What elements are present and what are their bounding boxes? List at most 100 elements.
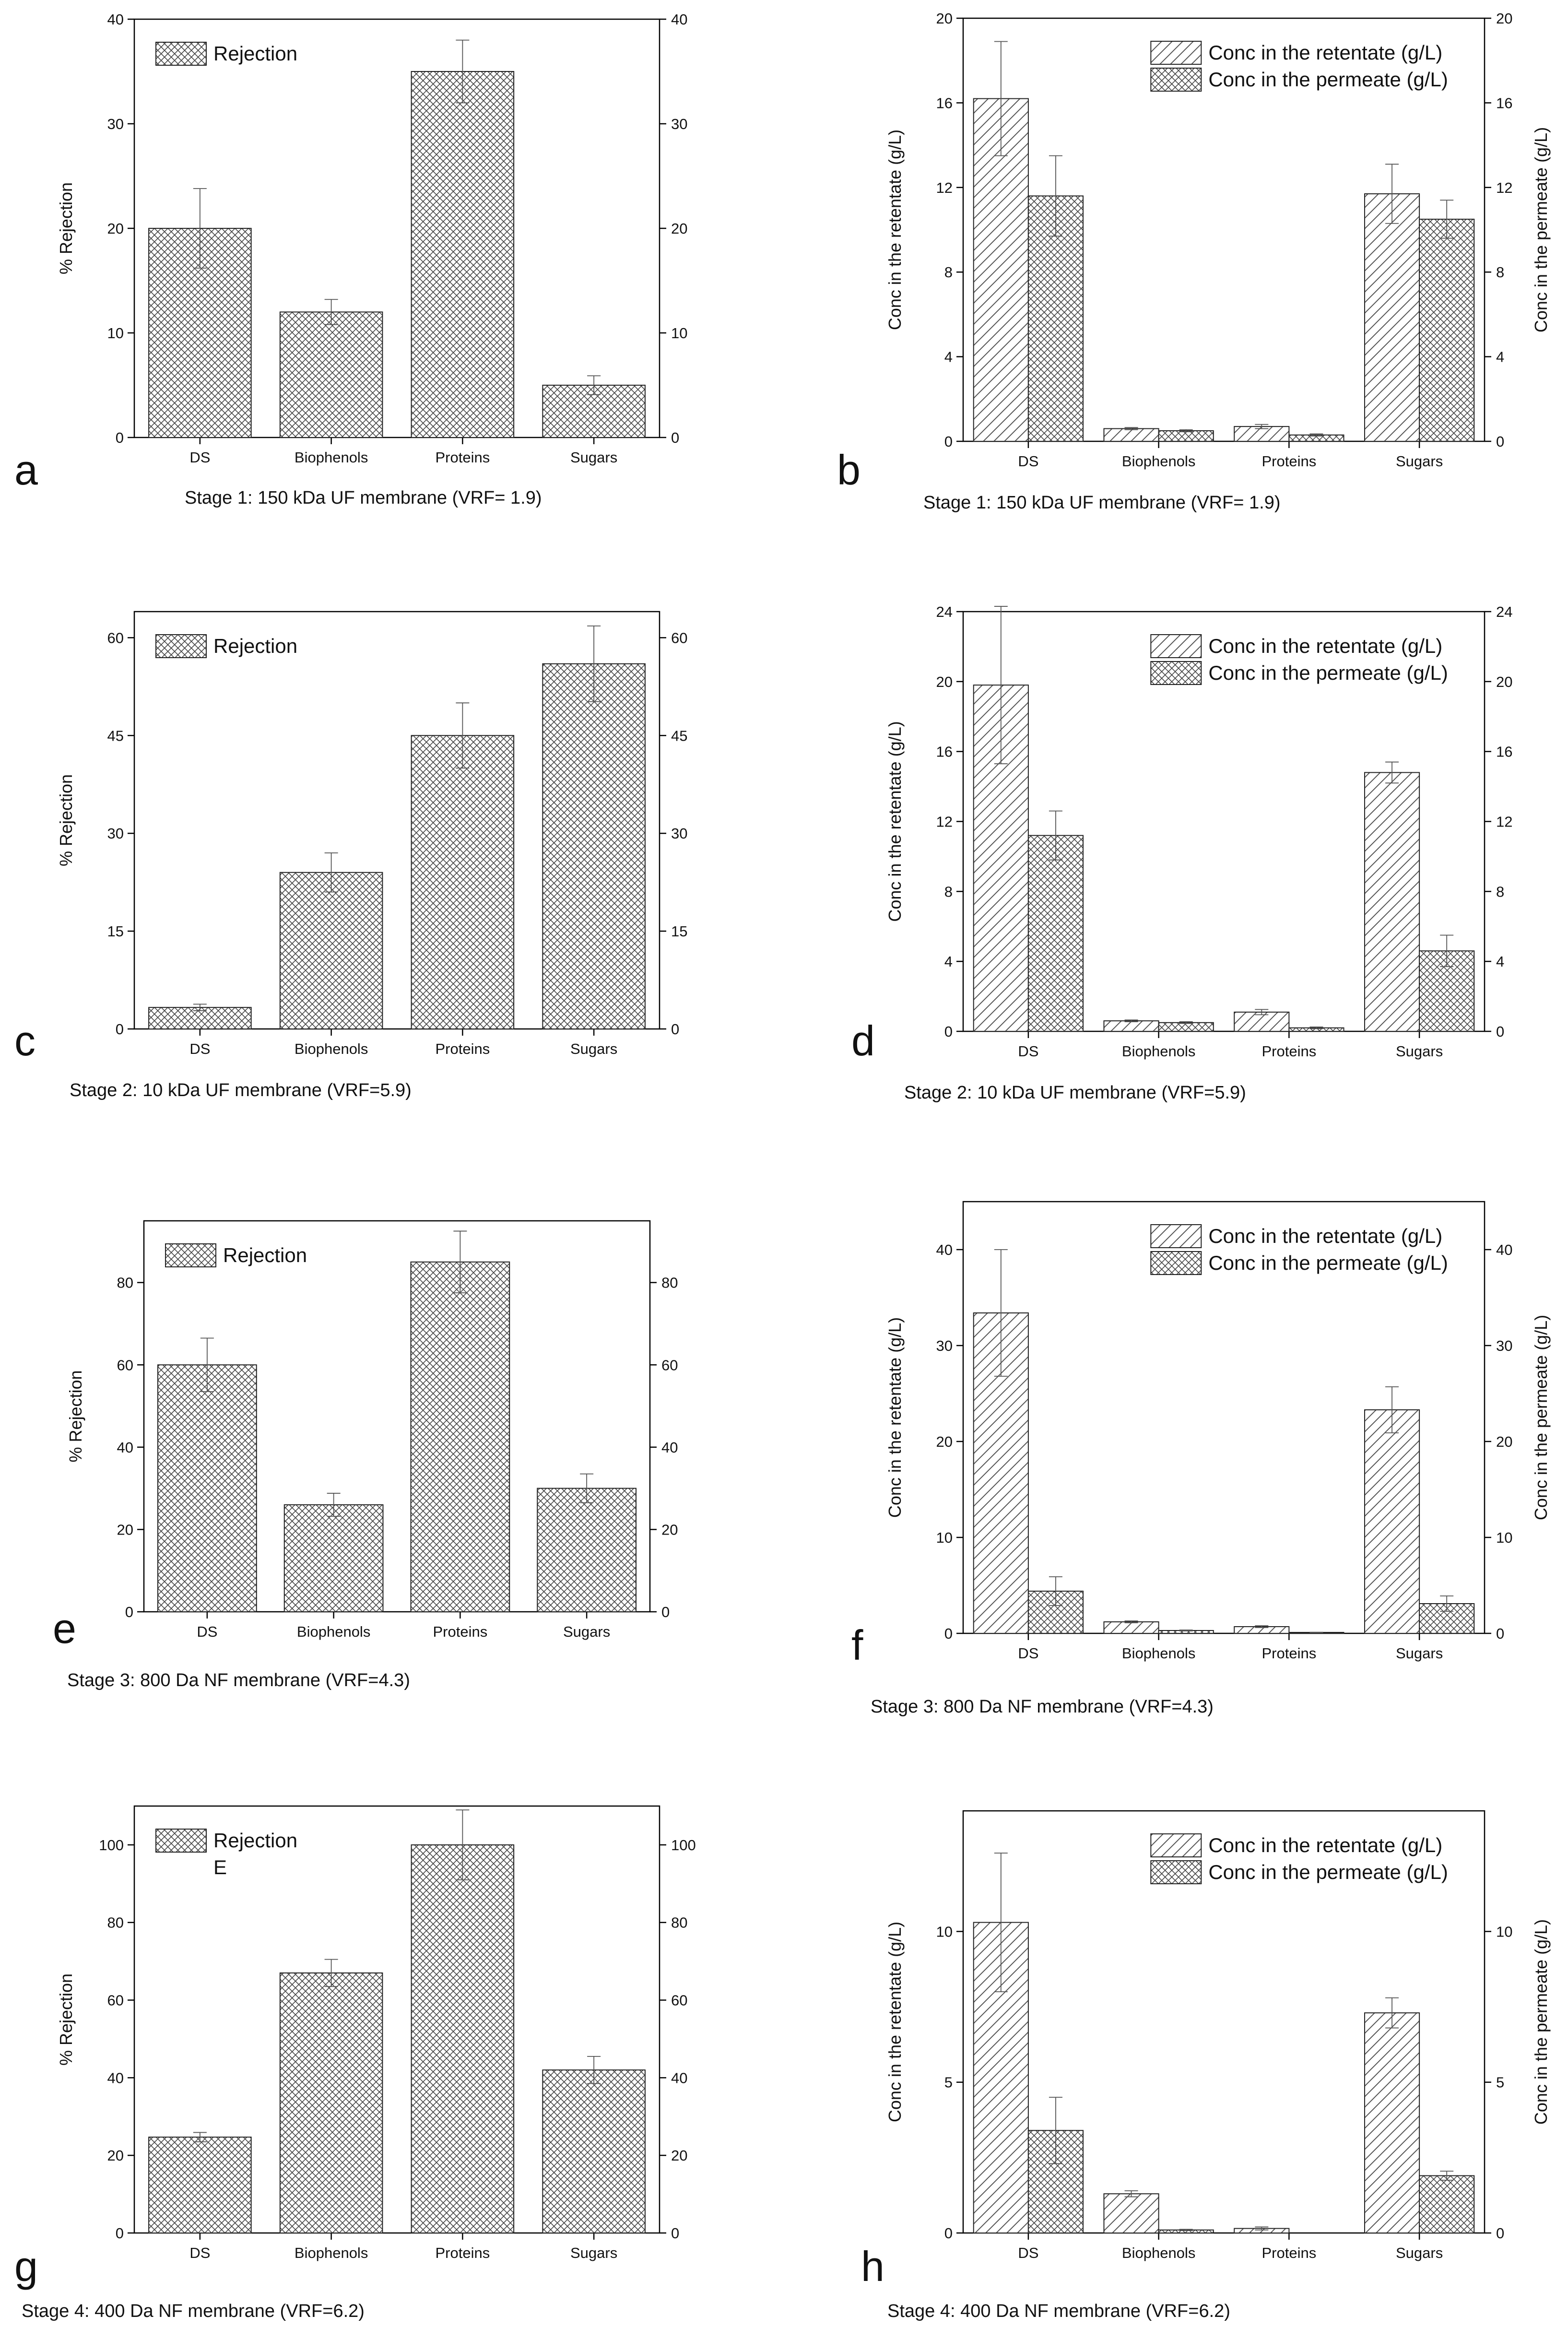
y-axis-label-right: Conc in the permeate (g/L) [1531, 1315, 1551, 1520]
y-axis-label: % Rejection [56, 1973, 76, 2066]
y-tick-label-left: 5 [944, 2074, 953, 2091]
y-tick-label-left: 0 [944, 433, 953, 450]
plot-frame [962, 1810, 1485, 2234]
chart-panel-g: 0 0 20 20 40 40 60 60 80 80 100 100 DS Biophenols Prot… [14, 1805, 696, 2321]
y-tick-label-right: 40 [1496, 1241, 1512, 1258]
y-tick-label-left: 80 [117, 1275, 133, 1291]
legend-label: Rejection [213, 42, 297, 65]
y-tick-label-left: 15 [107, 923, 124, 940]
panel-caption: Stage 4: 400 Da NF membrane (VRF=6.2) [22, 2301, 365, 2321]
chart-panel-e: 0 0 20 20 40 40 60 60 80 80 DS Biophenols Proteins Su… [53, 1220, 678, 1690]
y-tick-label-right: 16 [1496, 94, 1512, 111]
x-tick-label: Proteins [1262, 1043, 1317, 1060]
y-tick-label-right: 60 [671, 629, 687, 646]
y-tick-label-right: 20 [1496, 673, 1512, 690]
y-tick-label-right: 20 [671, 220, 687, 237]
y-tick-label-right: 20 [671, 2147, 687, 2164]
x-tick-label: Sugars [570, 1040, 617, 1057]
x-tick-label: DS [1018, 453, 1038, 470]
x-tick-label: Sugars [563, 1623, 610, 1640]
y-tick-label-right: 0 [661, 1604, 670, 1620]
y-tick-label-left: 12 [936, 179, 953, 196]
x-tick-label: Proteins [436, 1040, 490, 1057]
y-tick-label-right: 4 [1496, 953, 1504, 970]
y-tick-label-right: 8 [1496, 264, 1504, 281]
panel-caption: Stage 2: 10 kDa UF membrane (VRF=5.9) [70, 1080, 412, 1100]
legend-swatch [1150, 41, 1202, 65]
y-tick-label-left: 0 [944, 2225, 953, 2242]
y-tick-label-left: 10 [936, 1529, 953, 1546]
y-tick-label-left: 45 [107, 727, 124, 744]
bar-g-s0-c1 [279, 1972, 383, 2234]
bar-b-s1-c0 [1027, 195, 1084, 442]
x-tick-label: DS [1018, 1645, 1038, 1662]
x-tick-label: Proteins [436, 2244, 490, 2261]
x-tick-label: Sugars [570, 2244, 617, 2261]
y-axis-label: % Rejection [66, 1370, 85, 1462]
bar-g-s0-c0 [148, 2137, 252, 2234]
bar-g-s0-c3 [542, 2069, 646, 2233]
y-tick-label-left: 40 [107, 2069, 124, 2086]
y-tick-label-left: 40 [117, 1439, 133, 1456]
legend-swatch [1150, 1224, 1202, 1248]
panel-letter: g [14, 2243, 38, 2290]
panel-caption: Stage 4: 400 Da NF membrane (VRF=6.2) [887, 2301, 1230, 2321]
bar-c-s0-c2 [411, 735, 515, 1029]
x-tick-label: Biophenols [1122, 2244, 1195, 2261]
y-tick-label-left: 30 [107, 116, 124, 132]
y-tick-label-left: 24 [936, 603, 953, 620]
legend-swatch [165, 1243, 216, 1267]
y-axis-label: Conc in the retentate (g/L) [885, 1317, 905, 1518]
y-tick-label-left: 20 [117, 1521, 133, 1538]
y-tick-label-right: 0 [671, 429, 679, 446]
y-tick-label-left: 0 [944, 1023, 953, 1040]
x-tick-label: Proteins [1262, 1645, 1317, 1662]
x-tick-label: Biophenols [295, 449, 368, 466]
panel-caption: Stage 3: 800 Da NF membrane (VRF=4.3) [67, 1670, 410, 1690]
bar-b-s1-c3 [1419, 218, 1475, 442]
bar-b-s1-c1 [1158, 430, 1214, 442]
y-tick-label-right: 0 [671, 1021, 679, 1038]
y-tick-label-left: 0 [116, 429, 124, 446]
legend-label: Conc in the permeate (g/L) [1208, 68, 1448, 91]
bar-c-s0-c1 [279, 872, 383, 1029]
bar-a-s0-c1 [279, 311, 383, 438]
y-tick-label-left: 8 [944, 883, 953, 900]
bar-b-s0-c3 [1364, 193, 1420, 442]
legend-label: Conc in the permeate (g/L) [1208, 1252, 1448, 1274]
y-tick-label-left: 40 [107, 11, 124, 28]
chart-panel-d: 0 0 4 4 8 8 12 12 16 16 20 20 24 24 DS Biophenols Protei… [851, 603, 1512, 1103]
bar-h-s0-c3 [1364, 2012, 1420, 2234]
y-tick-label-right: 12 [1496, 814, 1512, 830]
panel-letter: b [837, 446, 861, 494]
y-tick-label-right: 8 [1496, 883, 1504, 900]
y-tick-label-right: 80 [661, 1275, 678, 1291]
legend-extra: E [213, 1856, 227, 1878]
y-tick-label-left: 16 [936, 94, 953, 111]
y-tick-label-right: 30 [1496, 1337, 1512, 1354]
x-tick-label: Sugars [1396, 453, 1443, 470]
legend-swatch [155, 634, 207, 658]
legend-label: Rejection [223, 1244, 307, 1266]
plot-frame [962, 1201, 1485, 1634]
x-tick-label: Biophenols [1122, 1645, 1195, 1662]
x-tick-label: Proteins [436, 449, 490, 466]
y-tick-label-right: 10 [1496, 1529, 1512, 1546]
panel-caption: Stage 3: 800 Da NF membrane (VRF=4.3) [871, 1697, 1214, 1717]
y-tick-label-left: 60 [107, 1992, 124, 2009]
x-tick-label: Sugars [1396, 1043, 1443, 1060]
panel-caption: Stage 2: 10 kDa UF membrane (VRF=5.9) [904, 1083, 1246, 1103]
y-tick-label-right: 30 [671, 116, 687, 132]
bar-g-s0-c2 [411, 1844, 515, 2234]
panel-letter: f [851, 1621, 863, 1669]
y-tick-label-right: 30 [671, 825, 687, 842]
plot-frame [143, 1220, 651, 1613]
legend-label: Conc in the retentate (g/L) [1208, 1225, 1442, 1247]
panel-letter: d [851, 1017, 875, 1064]
y-axis-label: Conc in the retentate (g/L) [885, 130, 905, 330]
legend-label: Conc in the retentate (g/L) [1208, 635, 1442, 657]
y-tick-label-left: 30 [107, 825, 124, 842]
y-tick-label-right: 0 [1496, 1023, 1504, 1040]
legend-label: Conc in the retentate (g/L) [1208, 41, 1442, 64]
